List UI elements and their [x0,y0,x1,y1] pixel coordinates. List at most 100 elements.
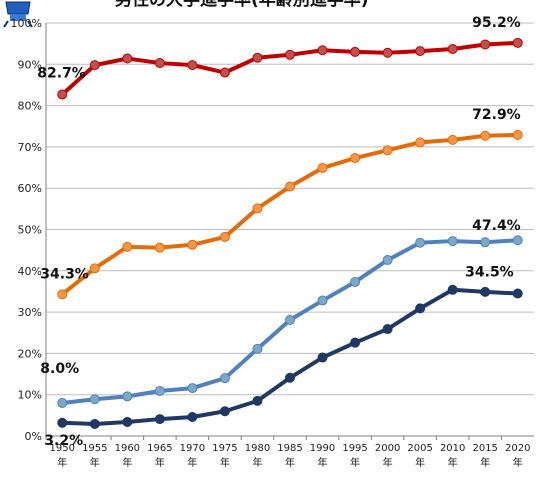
data-point [122,416,133,427]
data-labels: 82.7% 95.2% 34.3% 72.9% 8.0% 47.4% 3.2% 34.5% [37,15,520,449]
y-axis-ticks: 0% 10% 20% 30% 40% 50% 60% 70% 80% 90% 100% [11,17,42,443]
data-point [252,343,263,354]
data-point [382,324,393,335]
x-tick-label: 1975 年 [212,443,237,469]
data-point [447,134,458,145]
data-point [350,337,361,348]
data-point [350,46,361,57]
data-point [415,237,426,248]
data-point [187,239,198,250]
gridlines [46,22,534,396]
data-point [219,67,230,78]
data-point [382,255,393,266]
x-tick-label: 2010 年 [440,443,465,469]
data-point [89,394,100,405]
data-point [317,45,328,56]
data-point [252,395,263,406]
data-point [89,263,100,274]
x-tick-label: 2020 年 [505,443,530,469]
y-tick-label: 60% [18,182,42,195]
data-point [122,391,133,402]
data-point [415,137,426,148]
x-tick-label: 2005 年 [407,443,432,469]
x-axis-ticks: 1950 年 1955 年 1960 年 1965 年 1970 年 1975 年 1980 年 1985 年… [45,436,530,469]
data-point [382,145,393,156]
data-label-start: 3.2% [44,433,83,449]
data-point [415,303,426,314]
data-point [447,236,458,247]
data-point [317,352,328,363]
x-tick-label: 1955 年 [82,443,107,469]
data-point [219,406,230,417]
data-point [285,49,295,60]
data-point [219,231,230,242]
data-point [122,53,133,64]
data-point [89,419,100,430]
x-tick-label: 2000 年 [375,443,400,469]
data-point [154,385,165,396]
x-tick-label: 1990 年 [310,443,335,469]
x-tick-label: 1995 年 [342,443,367,469]
x-tick-label: 1985 年 [277,443,302,469]
data-label-start: 82.7% [37,65,86,81]
data-label-end: 47.4% [472,218,521,234]
data-label-end: 72.9% [472,107,521,123]
data-point [154,58,165,69]
y-tick-label: 20% [18,347,42,360]
chart-logo-icon [3,1,33,28]
series-line [62,287,518,427]
data-point [154,242,165,253]
data-point [382,47,393,58]
data-point [512,37,523,48]
data-point [187,60,198,71]
data-point [480,237,491,248]
y-tick-label: 10% [18,389,42,402]
axes [45,23,534,437]
data-point [447,284,458,295]
x-tick-label: 1960 年 [115,443,140,469]
x-tick-label: 1965 年 [147,443,172,469]
data-point [480,130,491,141]
data-point [512,288,523,299]
data-point [57,89,68,100]
data-point [57,417,68,428]
data-point [57,289,68,300]
data-point [447,44,458,55]
data-point [252,52,263,63]
x-tick-label: 1950 年 [50,443,75,469]
data-point [285,181,295,192]
chart-title: 男性の大学進学率(年齢別進学率) [115,0,369,10]
data-point [317,162,328,173]
y-tick-label: 30% [18,306,42,319]
data-point [252,203,263,214]
data-point [187,383,198,394]
data-point [187,412,198,423]
data-point [285,314,295,325]
data-point [57,397,68,408]
data-label-start: 8.0% [40,361,79,377]
x-tick-label: 1970 年 [180,443,205,469]
data-label-end: 95.2% [472,15,521,31]
y-tick-label: 0% [25,430,42,443]
y-tick-label: 70% [18,141,42,154]
data-point [285,372,295,383]
series-group [57,37,523,430]
data-point [350,276,361,287]
y-tick-label: 50% [18,224,42,237]
data-point [317,295,328,306]
data-point [512,235,523,246]
data-point [480,286,491,297]
y-tick-label: 40% [18,265,42,278]
y-tick-label: 100% [11,17,42,30]
y-tick-label: 90% [18,58,42,71]
data-point [154,414,165,425]
x-tick-label: 2015 年 [472,443,497,469]
x-tick-label: 1980 年 [245,443,270,469]
data-point [122,241,133,252]
y-tick-label: 80% [18,100,42,113]
data-label-start: 34.3% [40,266,89,282]
data-label-end: 34.5% [465,265,514,281]
data-point [219,373,230,384]
data-point [89,60,100,71]
